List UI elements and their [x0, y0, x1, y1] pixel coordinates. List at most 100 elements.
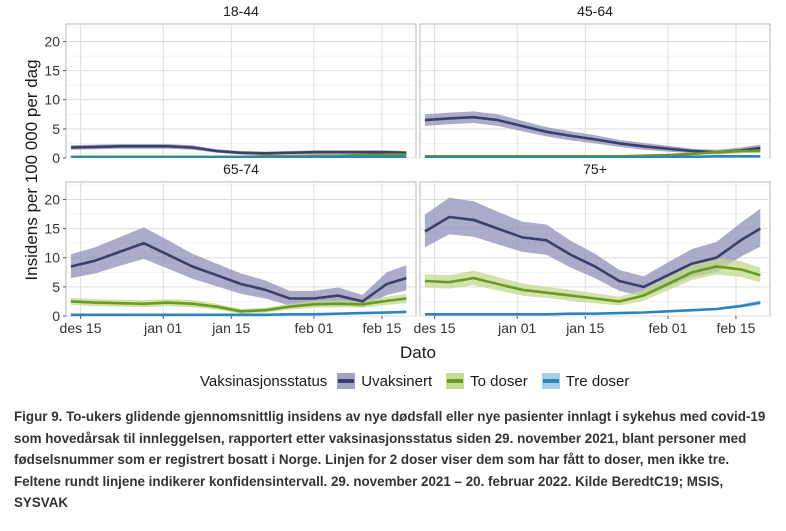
legend-label-tre-doser: Tre doser — [565, 372, 630, 390]
panel-18-44-point-uvaksinert — [119, 145, 121, 147]
panel-65-74-point-tre-doser — [240, 314, 242, 316]
panel-75-point-uvaksinert — [691, 263, 693, 265]
panel-75-point-uvaksinert — [497, 228, 499, 230]
panel-75-point-to-doser — [521, 289, 523, 291]
panel-65-74-point-to-doser — [143, 303, 145, 305]
legend-item-to-doser: To doser — [446, 373, 528, 390]
legend-title: Vaksinasjonsstatus — [200, 372, 328, 390]
faceted-line-chart: 18-44 0 5 10 15 20 45-64 65-74 0 5 10 15 20 des 15 jan… — [22, 3, 771, 362]
panel-45-64-point-uvaksinert — [594, 138, 596, 140]
panel-65-74-point-uvaksinert — [167, 254, 169, 256]
panel-18-44-point-uvaksinert — [240, 152, 242, 154]
panel-75-point-to-doser — [473, 277, 475, 279]
panel-65-74-line-tre-doser — [70, 310, 407, 317]
panel-75-point-tre-doser — [424, 313, 426, 315]
legend-key-uvaksinert — [337, 373, 356, 389]
panel-65-74-ytick-label: 0 — [52, 308, 60, 324]
panel-65-74-ytick-label: 5 — [52, 279, 60, 295]
panel-65-74-point-to-doser — [264, 309, 266, 311]
panel-75-point-uvaksinert — [594, 266, 596, 268]
panel-45-64-point-uvaksinert — [473, 116, 475, 118]
panel-75-point-to-doser — [570, 295, 572, 297]
panel-65-74-point-to-doser — [70, 300, 72, 302]
legend-label-uvaksinert: Uvaksinert — [361, 372, 433, 390]
legend-label-to-doser: To doser — [470, 372, 528, 390]
panel-65-74-line-uvaksinert — [70, 241, 407, 303]
panel-65-74-point-to-doser — [119, 302, 121, 304]
figure-caption: Figur 9. To-ukers glidende gjennomsnittl… — [14, 409, 766, 510]
panel-65-74-point-uvaksinert — [143, 242, 145, 244]
panel-18-44-point-uvaksinert — [289, 152, 291, 154]
panel-65-74-point-to-doser — [289, 306, 291, 308]
panel-65-74-title: 65-74 — [223, 161, 259, 177]
panel-65-74-point-uvaksinert — [362, 300, 364, 302]
panel-18-44-point-uvaksinert — [143, 145, 145, 147]
panel-18-44-point-uvaksinert — [216, 150, 218, 152]
panel-18-44-point-to-doser — [405, 154, 407, 156]
panel-18-44-point-uvaksinert — [264, 152, 266, 154]
panel-65-74-point-uvaksinert — [191, 266, 193, 268]
panel-75-point-uvaksinert — [716, 257, 718, 259]
panel-45-64-title: 45-64 — [577, 3, 613, 19]
panel-65-74-ytick-label: 10 — [44, 250, 60, 266]
panel-75-point-tre-doser — [667, 310, 669, 312]
panel-45-64-line-tre-doser — [424, 155, 761, 159]
panel-65-74-point-to-doser — [94, 302, 96, 304]
panel-75-point-tre-doser — [594, 313, 596, 315]
panel-75-point-to-doser — [448, 281, 450, 283]
panel-75-point-tre-doser — [473, 313, 475, 315]
panel-65-74-xtick-label: jan 01 — [143, 320, 182, 336]
panel-75-point-to-doser — [667, 283, 669, 285]
panel-65-74-ytick-label: 15 — [44, 221, 60, 237]
panel-18-44-ytick-label: 20 — [44, 33, 60, 49]
panel-75-point-uvaksinert — [545, 239, 547, 241]
panel-45-64-point-to-doser — [691, 153, 693, 155]
panel-75-xtick-label: feb 01 — [648, 320, 687, 336]
panel-75-xtick-label: jan 15 — [565, 320, 604, 336]
panel-75-point-tre-doser — [740, 305, 742, 307]
legend-item-uvaksinert: Uvaksinert — [337, 373, 432, 390]
panel-18-44-point-uvaksinert — [191, 147, 193, 149]
panel-75-point-to-doser — [759, 274, 761, 276]
panel-65-74-point-tre-doser — [386, 312, 388, 314]
panel-65-74-point-to-doser — [167, 302, 169, 304]
panel-65-74-point-uvaksinert — [289, 298, 291, 300]
panel-65-74-point-tre-doser — [313, 313, 315, 315]
panel-75-point-to-doser — [497, 283, 499, 285]
panel-75-line-to-doser — [424, 265, 761, 303]
panel-18-44-point-uvaksinert — [70, 147, 72, 149]
panel-45-64-point-uvaksinert — [759, 147, 761, 149]
panel-75-point-uvaksinert — [570, 254, 572, 256]
panel-65-74-point-tre-doser — [337, 313, 339, 315]
panel-45-64-point-uvaksinert — [570, 135, 572, 137]
panel-75-point-uvaksinert — [521, 236, 523, 238]
panel-75-xtick-label: feb 15 — [717, 320, 756, 336]
panel-65-74-point-tre-doser — [143, 314, 145, 316]
panel-45-64-point-tre-doser — [716, 155, 718, 157]
panel-18-44-point-to-doser — [386, 154, 388, 156]
panel-18-44-point-uvaksinert — [386, 151, 388, 153]
panel-75-point-tre-doser — [716, 308, 718, 310]
panel-65-74-point-to-doser — [386, 300, 388, 302]
panel-65-74-point-uvaksinert — [94, 260, 96, 262]
panel-18-44-point-tre-doser — [405, 156, 407, 158]
panel-18-44-background — [65, 23, 417, 159]
panel-75-point-uvaksinert — [740, 239, 742, 241]
panel-75-point-to-doser — [643, 295, 645, 297]
panel-45-64-point-to-doser — [716, 151, 718, 153]
panel-18-44-line-uvaksinert — [70, 145, 407, 155]
panel-65-74-line-to-doser — [70, 297, 407, 313]
panel-65-74-point-tre-doser — [167, 314, 169, 316]
panel-65-74-point-uvaksinert — [264, 289, 266, 291]
panel-75-point-to-doser — [424, 280, 426, 282]
panel-65-74-point-uvaksinert — [313, 298, 315, 300]
panel-75-point-tre-doser — [618, 312, 620, 314]
y-axis-title: Insidens per 100 000 per dag — [22, 59, 41, 280]
panel-65-74-point-to-doser — [337, 303, 339, 305]
panel-75-point-uvaksinert — [473, 219, 475, 221]
panel-18-44-point-uvaksinert — [167, 145, 169, 147]
panel-65-74-point-tre-doser — [405, 311, 407, 313]
panel-45-64-point-to-doser — [759, 150, 761, 152]
panel-65-74-point-tre-doser — [264, 314, 266, 316]
panel-65-74-point-to-doser — [216, 306, 218, 308]
